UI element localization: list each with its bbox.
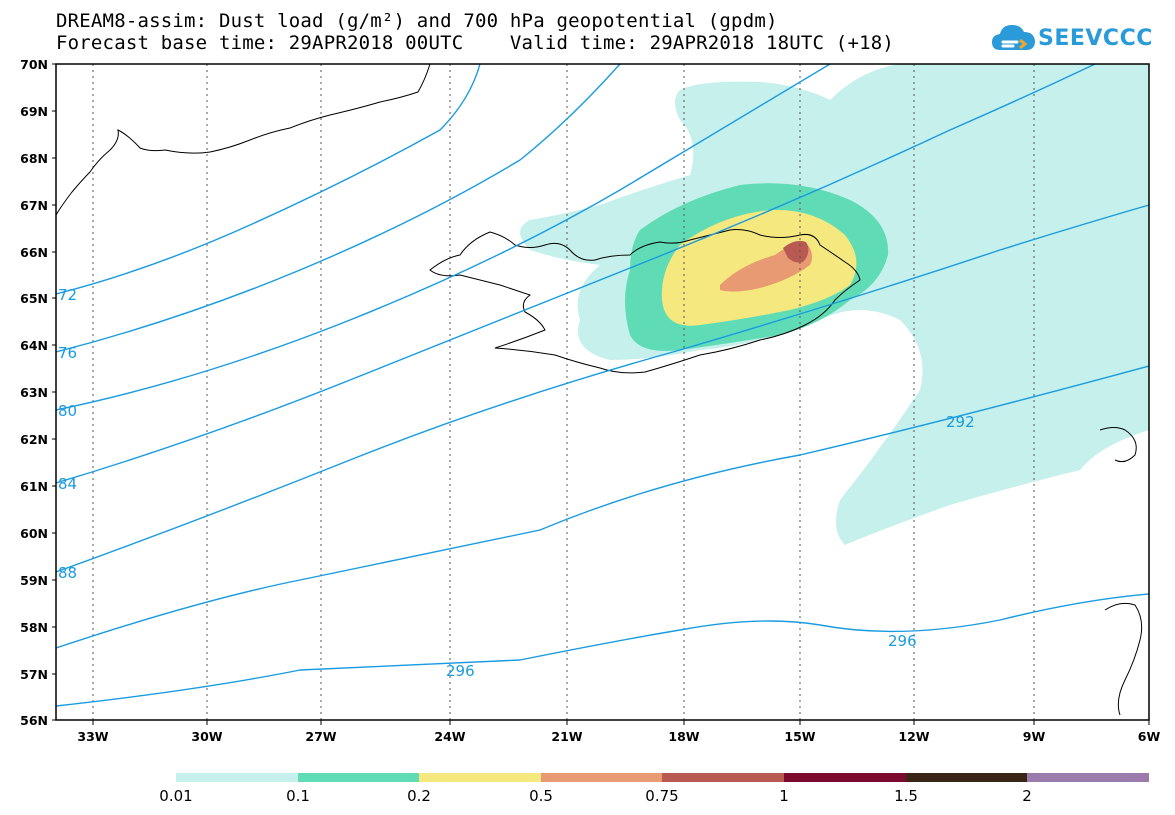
map-subtitle: Forecast base time: 29APR2018 00UTC Vali… [56, 32, 895, 54]
colorbar-label: 1.5 [894, 787, 918, 805]
lat-label: 56N [20, 713, 48, 728]
contour-line [56, 64, 1096, 484]
lon-label: 27W [305, 729, 336, 744]
lon-label: 12W [898, 729, 929, 744]
lon-label: 30W [191, 729, 222, 744]
logo-text: SEEVCCC [1038, 26, 1153, 51]
cloud-icon [992, 25, 1035, 50]
geopotential-contours [56, 64, 1149, 707]
contour-label: 84 [58, 475, 77, 493]
colorbar-label: 0.75 [645, 787, 678, 805]
map-title: DREAM8-assim: Dust load (g/m²) and 700 h… [56, 10, 778, 32]
colorbar-swatch [419, 773, 541, 782]
contour-line [56, 64, 481, 295]
graticule [92, 64, 1035, 720]
lat-label: 58N [20, 620, 48, 635]
contour-label: 296 [446, 662, 475, 680]
coastlines [56, 64, 1143, 716]
lat-label: 67N [20, 198, 48, 213]
colorbar-label: 2 [1022, 787, 1032, 805]
colorbar-swatch [784, 773, 906, 782]
contour-line [56, 593, 1149, 707]
contour-label: 88 [58, 564, 77, 582]
lat-label: 65N [20, 291, 48, 306]
lon-label: 6W [1138, 729, 1161, 744]
colorbar-swatch [1027, 773, 1149, 782]
contour-label: 296 [888, 632, 917, 650]
lon-label: 21W [551, 729, 582, 744]
lat-label: 69N [20, 104, 48, 119]
contour-labels: 72 76 80 84 88 292 296 296 [58, 286, 975, 680]
lat-label: 70N [20, 57, 48, 72]
contour-line [56, 365, 1149, 649]
dust-level-0.75 [783, 240, 809, 263]
lat-label: 63N [20, 385, 48, 400]
contour-label: 76 [58, 344, 77, 362]
contour-label: 80 [58, 402, 77, 420]
lon-label: 33W [77, 729, 108, 744]
scotland-coast [1099, 427, 1143, 716]
colorbar-swatch [541, 773, 662, 782]
contour-label: 292 [946, 413, 975, 431]
contour-label: 72 [58, 286, 77, 304]
colorbar-labels: 0.01 0.1 0.2 0.5 0.75 1 1.5 2 [159, 787, 1031, 805]
iceland-coast [429, 229, 861, 374]
latitude-labels: 70N 69N 68N 67N 66N 65N 64N 63N 62N 61N … [20, 57, 48, 728]
colorbar-swatch [662, 773, 784, 782]
lat-label: 57N [20, 667, 48, 682]
colorbar-label: 0.5 [529, 787, 553, 805]
seevccc-logo: SEEVCCC [990, 20, 1152, 56]
colorbar-swatch [298, 773, 419, 782]
lon-label: 18W [668, 729, 699, 744]
dust-load-shading [520, 64, 1149, 545]
greenland-coast [56, 64, 431, 216]
colorbar-swatch [906, 773, 1027, 782]
lat-label: 61N [20, 479, 48, 494]
colorbar-label: 1 [779, 787, 789, 805]
lon-label: 24W [434, 729, 465, 744]
lat-label: 66N [20, 245, 48, 260]
lon-label: 15W [784, 729, 815, 744]
axis-ticks [52, 63, 1150, 725]
lat-label: 59N [20, 573, 48, 588]
lat-label: 64N [20, 338, 48, 353]
contour-line [56, 204, 1149, 573]
lat-label: 68N [20, 151, 48, 166]
colorbar [176, 773, 1149, 782]
colorbar-label: 0.1 [286, 787, 310, 805]
lon-label: 9W [1023, 729, 1046, 744]
colorbar-label: 0.2 [407, 787, 431, 805]
lat-label: 60N [20, 526, 48, 541]
longitude-labels: 33W 30W 27W 24W 21W 18W 15W 12W 9W 6W [77, 729, 1160, 744]
colorbar-swatch [176, 773, 298, 782]
contour-line [56, 64, 831, 411]
colorbar-label: 0.01 [159, 787, 192, 805]
contour-line [56, 64, 621, 353]
lat-label: 62N [20, 432, 48, 447]
